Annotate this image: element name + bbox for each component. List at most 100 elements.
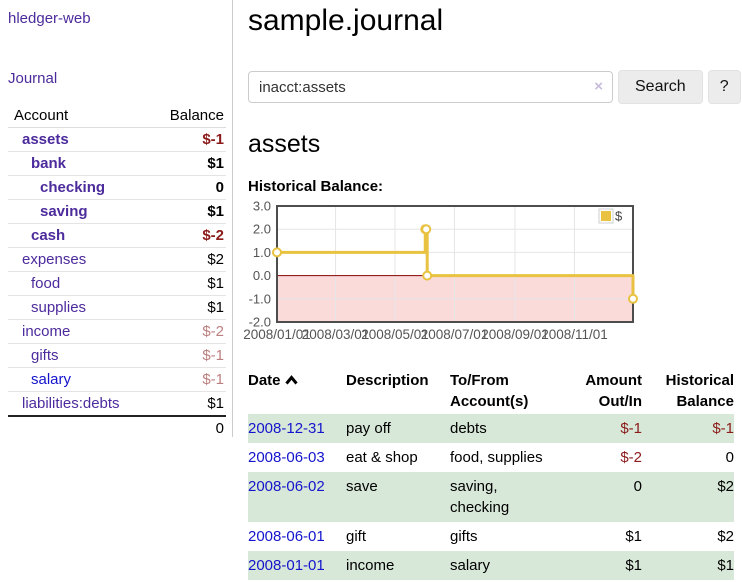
register-header-amount: Amount Out/In <box>585 372 642 410</box>
account-balance: $-1 <box>147 343 226 368</box>
transaction-date-link[interactable]: 2008-12-31 <box>248 420 325 437</box>
account-row: food $1 <box>8 271 226 296</box>
svg-text:2008/11/01: 2008/11/01 <box>541 327 608 342</box>
transaction-accounts: debts <box>450 420 487 437</box>
account-link-checking[interactable]: checking <box>40 179 106 196</box>
account-balance: $1 <box>147 391 226 417</box>
chart-canvas[interactable]: $3.0 2.0 1.0 0.0 -1.0 -2.02008/01/012008/03/0… <box>243 199 640 351</box>
account-row: expenses $2 <box>8 247 226 272</box>
accounts-tbody: assets $-1 bank $1 checking 0 saving $1 cash $-2 e… <box>8 127 226 417</box>
transaction-historical-balance: $2 <box>717 528 734 545</box>
account-link-expenses[interactable]: expenses <box>22 251 87 268</box>
svg-text:2008/07/01: 2008/07/01 <box>421 327 489 342</box>
account-heading: assets <box>248 130 321 158</box>
account-row: supplies $1 <box>8 295 226 320</box>
account-balance: $1 <box>147 295 226 320</box>
register-tbody: 2008-12-31 pay off debts $-1 $-1 2008-06-03 ea… <box>248 414 734 580</box>
account-row: saving $1 <box>8 199 226 224</box>
account-link-income[interactable]: income <box>22 323 71 340</box>
account-link-bank[interactable]: bank <box>31 155 67 172</box>
svg-text:0.0: 0.0 <box>253 268 271 283</box>
account-link-salary[interactable]: salary <box>31 371 72 388</box>
svg-text:2008/03/01: 2008/03/01 <box>302 327 370 342</box>
account-row: liabilities:debts $1 <box>8 391 226 417</box>
svg-text:-1.0: -1.0 <box>249 291 271 306</box>
register-header-tofrom: To/From Account(s) <box>450 372 529 410</box>
chevron-up-icon <box>284 370 298 391</box>
transaction-date-link[interactable]: 2008-01-01 <box>248 557 325 574</box>
transaction-amount: 0 <box>633 478 642 495</box>
account-balance: $-2 <box>147 223 226 248</box>
register-header-row: Date Description To/From Account(s) Amou… <box>248 368 734 414</box>
transaction-description: save <box>346 478 378 495</box>
account-link-gifts[interactable]: gifts <box>31 347 59 364</box>
historical-balance-chart[interactable]: $3.0 2.0 1.0 0.0 -1.0 -2.0 2008/01/01 2008/03/0… <box>243 199 734 351</box>
transaction-historical-balance: $1 <box>717 557 734 574</box>
transaction-accounts: gifts <box>450 528 478 545</box>
svg-text:2.0: 2.0 <box>253 222 271 237</box>
transaction-amount: $1 <box>625 528 642 545</box>
accounts-table: Account Balance assets $-1 bank $1 checking 0… <box>8 104 226 440</box>
accounts-total-row: 0 <box>8 415 226 440</box>
register-header-historical: Historical Balance <box>665 372 734 410</box>
search-form: × Search ? <box>248 70 741 104</box>
account-balance: $-1 <box>147 127 226 152</box>
svg-text:-2.0: -2.0 <box>249 315 271 330</box>
help-button[interactable]: ? <box>707 70 741 104</box>
account-link-assets[interactable]: assets <box>22 131 69 148</box>
accounts-total-balance: 0 <box>147 415 226 440</box>
svg-text:3.0: 3.0 <box>253 199 271 214</box>
register-row: 2008-01-01 income salary $1 $1 <box>248 551 734 580</box>
accounts-header-balance: Balance <box>147 104 226 128</box>
account-link-cash[interactable]: cash <box>31 227 66 244</box>
account-link-supplies[interactable]: supplies <box>31 299 87 316</box>
transaction-accounts: salary <box>450 557 491 574</box>
transaction-date-link[interactable]: 2008-06-02 <box>248 478 325 495</box>
account-row: cash $-2 <box>8 223 226 248</box>
transaction-description: income <box>346 557 395 574</box>
account-link-food[interactable]: food <box>31 275 61 292</box>
account-link-liabilities-debts[interactable]: liabilities:debts <box>22 395 120 412</box>
account-link-saving[interactable]: saving <box>40 203 88 220</box>
search-input[interactable] <box>248 71 613 103</box>
transaction-historical-balance: $2 <box>717 478 734 495</box>
page-title: sample.journal <box>248 4 444 37</box>
account-balance: $-2 <box>147 319 226 344</box>
transaction-historical-balance: 0 <box>725 449 734 466</box>
transaction-description: gift <box>346 528 367 545</box>
transaction-amount: $-1 <box>620 420 642 437</box>
app-brand-link[interactable]: hledger-web <box>8 10 91 27</box>
account-balance: $1 <box>147 271 226 296</box>
account-balance: $1 <box>147 151 226 176</box>
accounts-header-account: Account <box>8 104 148 128</box>
clear-search-icon[interactable]: × <box>594 78 603 95</box>
svg-text:2008/01/01: 2008/01/01 <box>243 327 311 342</box>
accounts-header-row: Account Balance <box>8 104 226 128</box>
register-row: 2008-12-31 pay off debts $-1 $-1 <box>248 414 734 443</box>
sidebar-item-journal[interactable]: Journal <box>8 70 58 87</box>
register-row: 2008-06-03 eat & shop food, supplies $-2 0 <box>248 443 734 472</box>
account-balance: $2 <box>147 247 226 272</box>
account-balance: $-1 <box>147 367 226 392</box>
register-table: Date Description To/From Account(s) Amou… <box>248 368 734 580</box>
register-header-description: Description <box>346 372 429 389</box>
account-row: salary $-1 <box>8 367 226 392</box>
svg-text:2008/09/01: 2008/09/01 <box>481 327 549 342</box>
transaction-historical-balance: $-1 <box>712 420 734 437</box>
transaction-description: eat & shop <box>346 449 418 466</box>
transaction-description: pay off <box>346 420 391 437</box>
account-row: bank $1 <box>8 151 226 176</box>
register-row: 2008-06-02 save saving, checking 0 $2 <box>248 472 734 522</box>
transaction-date-link[interactable]: 2008-06-01 <box>248 528 325 545</box>
transaction-amount: $1 <box>625 557 642 574</box>
account-balance: 0 <box>147 175 226 200</box>
chart-title: Historical Balance: <box>248 178 384 195</box>
search-button[interactable]: Search <box>618 70 703 104</box>
transaction-date-link[interactable]: 2008-06-03 <box>248 449 325 466</box>
sidebar: hledger-web Journal Account Balance asse… <box>0 0 233 440</box>
transaction-accounts: food, supplies <box>450 449 543 466</box>
transaction-amount: $-2 <box>620 449 642 466</box>
transaction-accounts: saving, checking <box>450 478 510 516</box>
main-content: sample.journal × Search ? assets Histori… <box>243 0 741 580</box>
account-row: assets $-1 <box>8 127 226 152</box>
